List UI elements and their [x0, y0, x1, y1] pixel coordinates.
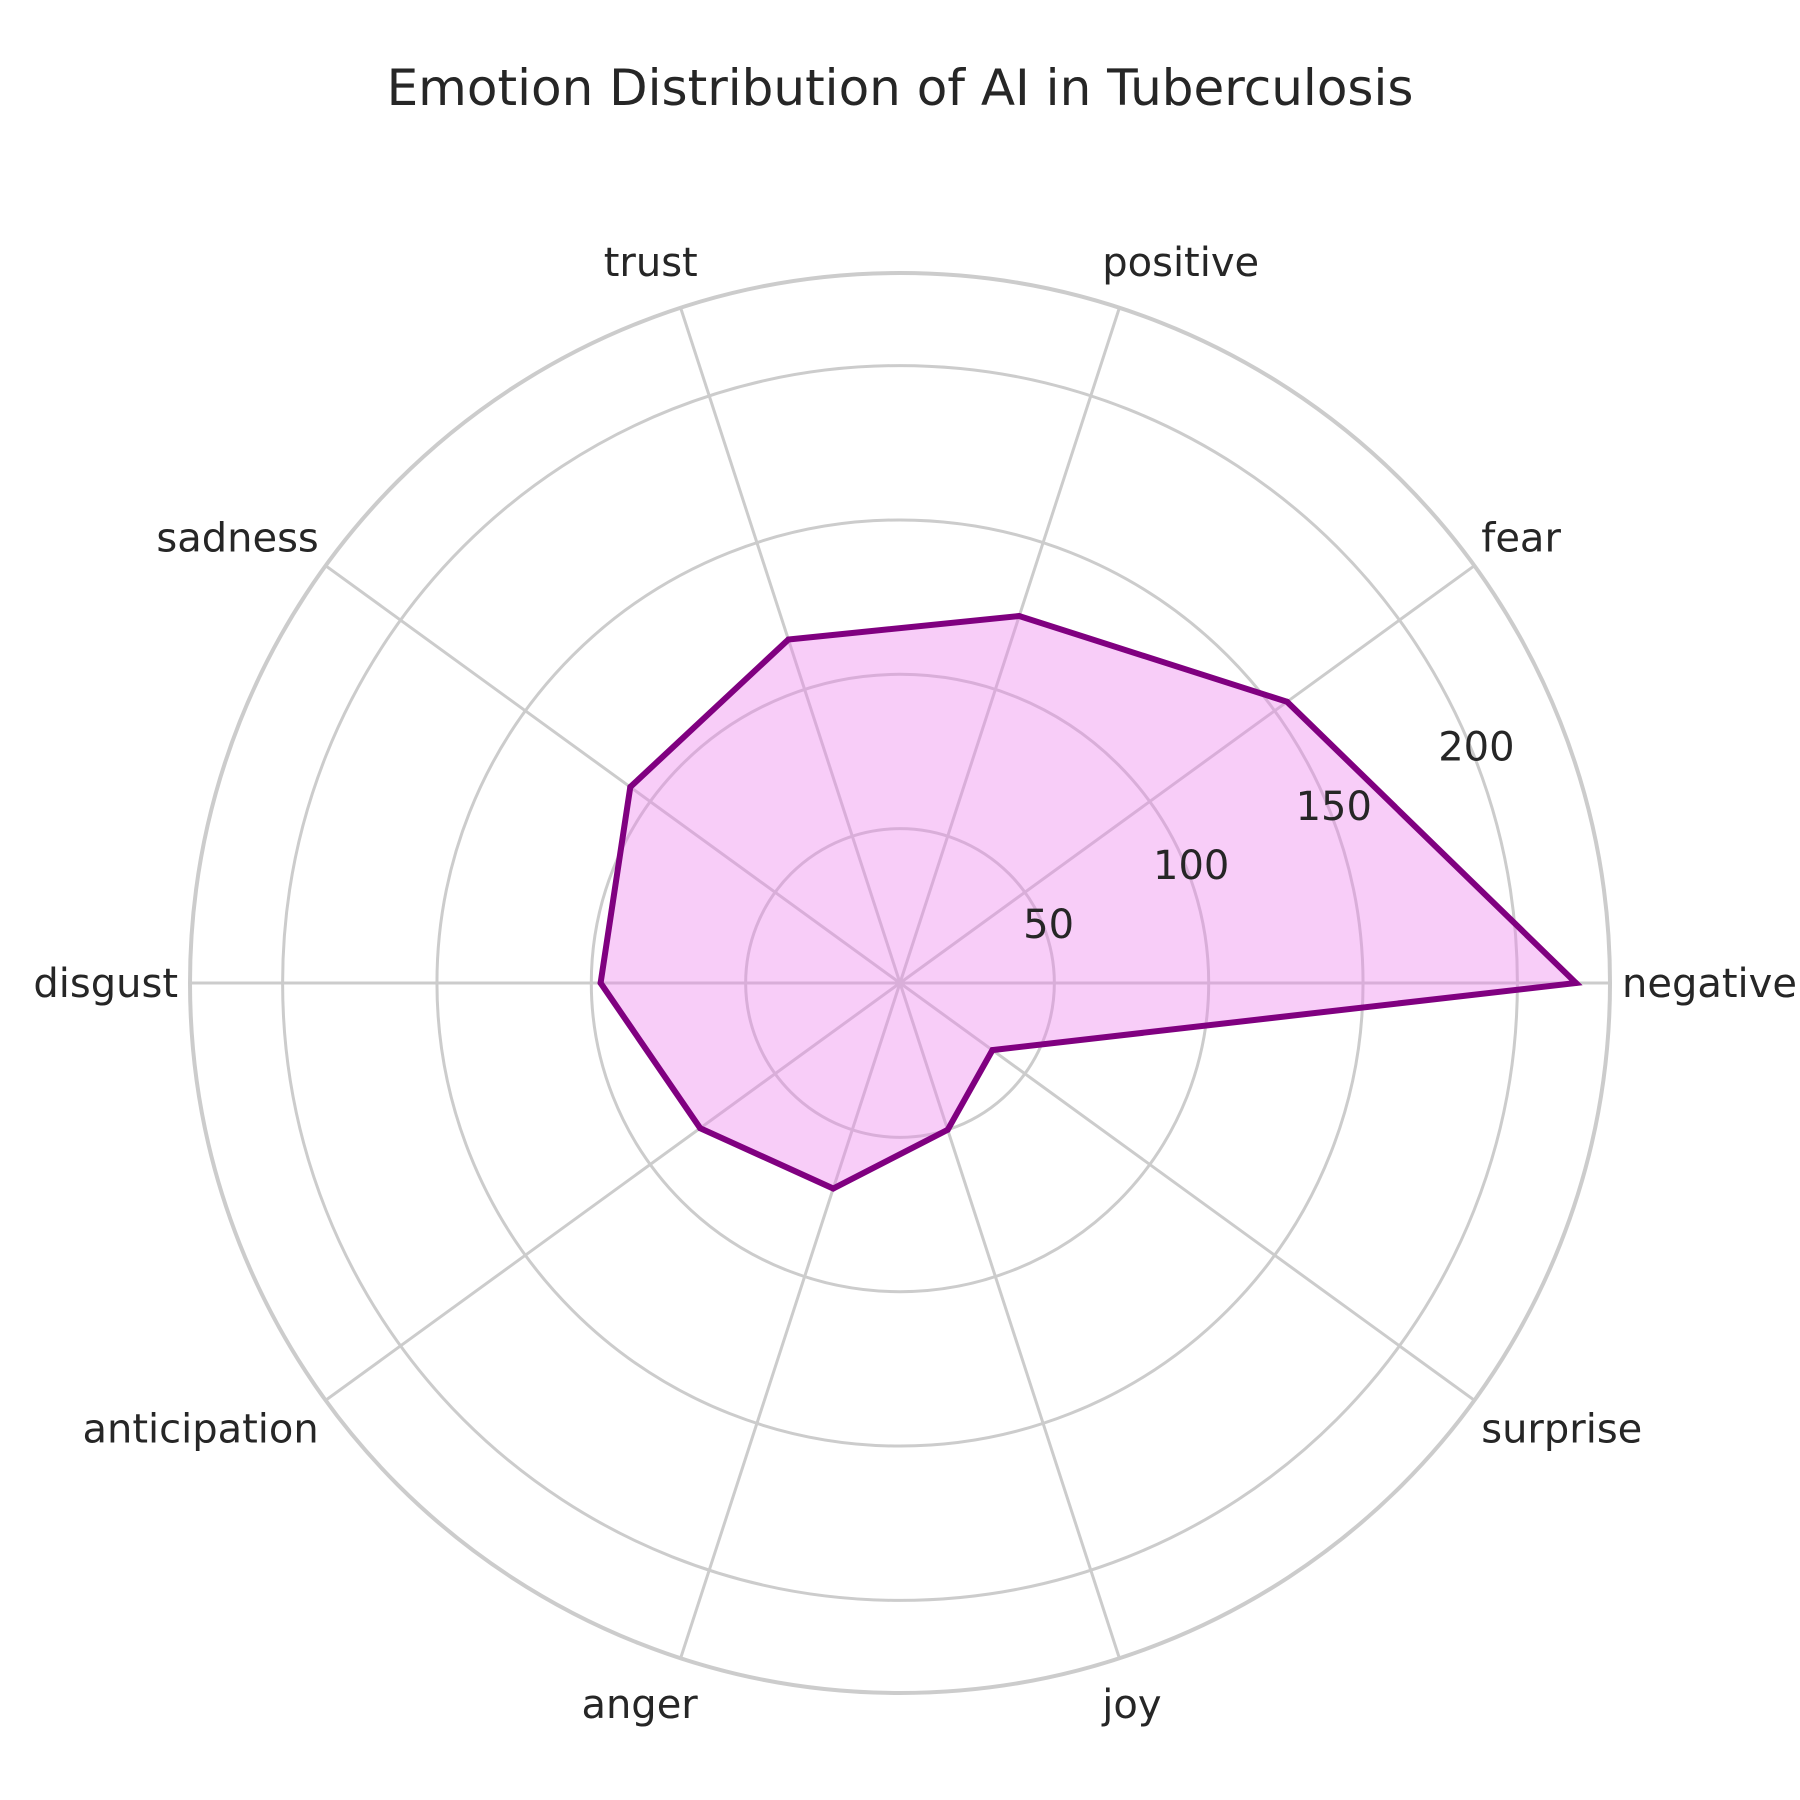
- spoke-trust: [679, 307, 902, 984]
- tick-label-50: 50: [1023, 902, 1074, 948]
- tick-label-200: 200: [1438, 725, 1514, 771]
- spoke-fear: [899, 564, 1476, 985]
- category-label-negative: negative: [1622, 961, 1797, 1007]
- data-point-anger: [830, 1185, 837, 1192]
- data-point-fear: [1284, 698, 1291, 705]
- spoke-sadness: [324, 564, 901, 985]
- radial-tick-labels: 50 100 150 200: [1023, 725, 1514, 948]
- series-area: [600, 616, 1576, 1189]
- data-point-anticipation: [697, 1125, 704, 1132]
- spoke-positive: [898, 307, 1121, 984]
- category-label-sadness: sadness: [156, 515, 318, 561]
- spoke-anticipation: [324, 981, 901, 1402]
- chart-title: Emotion Distribution of AI in Tuberculos…: [387, 59, 1414, 117]
- data-point-trust: [785, 636, 792, 643]
- series-layer: [597, 612, 1583, 1192]
- spoke-anger: [679, 982, 902, 1659]
- category-label-joy: joy: [1101, 1682, 1161, 1728]
- category-label-disgust: disgust: [33, 961, 178, 1007]
- category-labels: negative fear positive trust sadness disgust a…: [33, 240, 1797, 1728]
- category-label-anticipation: anticipation: [82, 1407, 318, 1453]
- spoke-joy: [898, 982, 1121, 1659]
- category-label-trust: trust: [604, 240, 698, 286]
- data-point-disgust: [597, 980, 604, 986]
- polar-grid: [188, 271, 1612, 1695]
- category-label-surprise: surprise: [1481, 1407, 1642, 1453]
- category-label-anger: anger: [581, 1682, 698, 1728]
- data-point-negative: [1573, 980, 1580, 986]
- data-point-surprise: [989, 1047, 996, 1054]
- data-point-positive: [1016, 613, 1023, 620]
- data-point-sadness: [627, 784, 634, 791]
- tick-label-150: 150: [1296, 784, 1372, 830]
- category-label-positive: positive: [1102, 240, 1259, 286]
- data-point-joy: [944, 1126, 951, 1133]
- category-label-fear: fear: [1481, 515, 1561, 561]
- tick-label-100: 100: [1153, 843, 1229, 889]
